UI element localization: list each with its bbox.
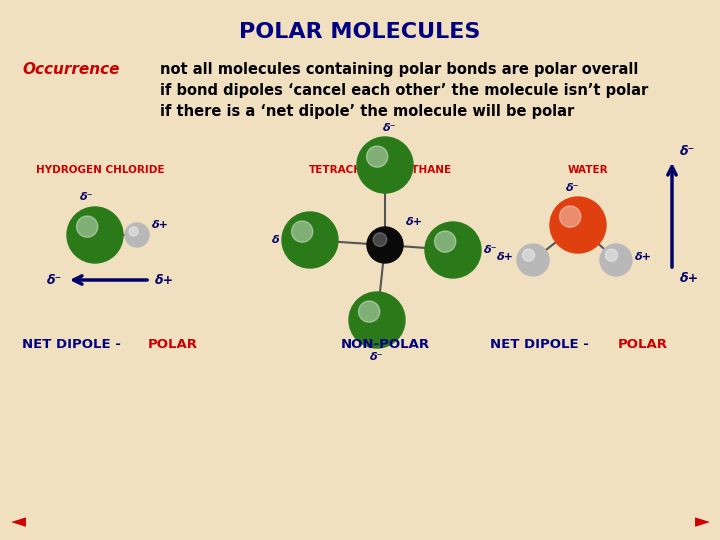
Text: δ+: δ+ <box>635 252 652 262</box>
Circle shape <box>435 231 456 252</box>
Text: NET DIPOLE -: NET DIPOLE - <box>22 339 125 352</box>
Circle shape <box>357 137 413 193</box>
Text: δ⁻: δ⁻ <box>566 183 580 193</box>
Text: δ+: δ+ <box>497 252 514 262</box>
Text: δ⁻: δ⁻ <box>484 245 498 255</box>
Circle shape <box>125 223 149 247</box>
Circle shape <box>292 221 312 242</box>
Text: TETRACHLOROMETHANE: TETRACHLOROMETHANE <box>308 165 451 175</box>
Circle shape <box>366 146 388 167</box>
Circle shape <box>282 212 338 268</box>
Text: δ+: δ+ <box>155 273 174 287</box>
Circle shape <box>367 227 403 263</box>
Circle shape <box>425 222 481 278</box>
Text: δ: δ <box>271 235 279 245</box>
Text: ◄: ◄ <box>11 512 25 531</box>
Text: HYDROGEN CHLORIDE: HYDROGEN CHLORIDE <box>36 165 164 175</box>
Text: δ+: δ+ <box>406 217 423 227</box>
Text: Occurrence: Occurrence <box>22 62 120 77</box>
Text: NON-POLAR: NON-POLAR <box>341 339 430 352</box>
Text: δ⁻: δ⁻ <box>383 123 397 133</box>
Text: δ⁻: δ⁻ <box>680 145 696 158</box>
Circle shape <box>600 244 632 276</box>
Text: NET DIPOLE -: NET DIPOLE - <box>490 339 593 352</box>
Circle shape <box>523 249 534 261</box>
Text: δ⁻: δ⁻ <box>370 352 384 362</box>
Circle shape <box>559 206 581 227</box>
Circle shape <box>67 207 123 263</box>
Circle shape <box>550 197 606 253</box>
Text: POLAR MOLECULES: POLAR MOLECULES <box>239 22 481 42</box>
Text: ►: ► <box>695 512 709 531</box>
Text: δ+: δ+ <box>152 220 169 230</box>
Text: POLAR: POLAR <box>148 339 198 352</box>
Text: not all molecules containing polar bonds are polar overall
if bond dipoles ‘canc: not all molecules containing polar bonds… <box>160 62 648 119</box>
Text: WATER: WATER <box>567 165 608 175</box>
Circle shape <box>359 301 380 322</box>
Circle shape <box>606 249 618 261</box>
Circle shape <box>373 233 387 246</box>
Circle shape <box>76 216 98 237</box>
Circle shape <box>517 244 549 276</box>
Circle shape <box>349 292 405 348</box>
Text: δ⁻: δ⁻ <box>47 273 62 287</box>
Text: POLAR: POLAR <box>618 339 668 352</box>
Text: δ+: δ+ <box>680 272 699 285</box>
Circle shape <box>129 227 138 236</box>
Text: δ⁻: δ⁻ <box>80 192 94 202</box>
